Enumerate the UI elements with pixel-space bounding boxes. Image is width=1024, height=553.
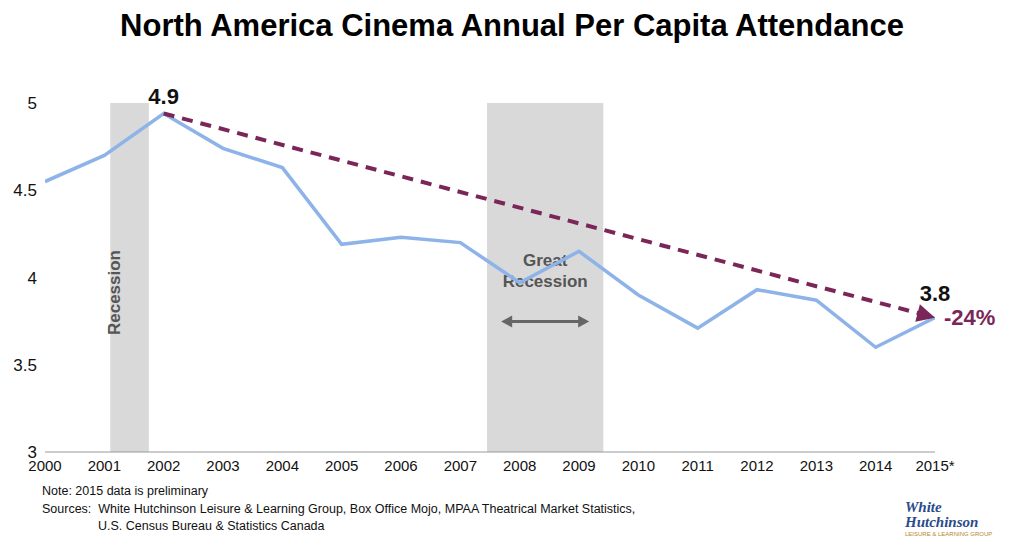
svg-text:2008: 2008 [503, 457, 536, 474]
html-text:LEISURE & LEARNING GROUP: LEISURE & LEARNING GROUP [905, 531, 993, 537]
html-text:Hutchinson: Hutchinson [905, 514, 979, 530]
svg-text:2006: 2006 [384, 457, 417, 474]
svg-text:4: 4 [28, 269, 37, 288]
svg-text:3.5: 3.5 [13, 356, 37, 375]
html-text:North America Cinema Annual Pe: North America Cinema Annual Per Capita A… [120, 8, 904, 43]
svg-text:4.9: 4.9 [148, 84, 179, 109]
html-text:Recession: Recession [502, 271, 588, 291]
svg-text:2002: 2002 [147, 457, 180, 474]
svg-text:2004: 2004 [266, 457, 299, 474]
svg-text:2012: 2012 [740, 457, 773, 474]
svg-text:Recession: Recession [105, 250, 124, 335]
svg-text:2001: 2001 [88, 457, 121, 474]
svg-text:-24%: -24% [944, 305, 995, 330]
html-text:Sources: White Hutchinson Leis: Sources: White Hutchinson Leisure & Lear… [42, 502, 636, 516]
html-text:White: White [905, 499, 942, 515]
html-text:Note: 2015 data is preliminary: Note: 2015 data is preliminary [42, 484, 209, 498]
svg-text:2011: 2011 [682, 457, 714, 474]
svg-text:3: 3 [28, 443, 37, 462]
html-text:U.S. Census Bureau & Statistic: U.S. Census Bureau & Statistics Canada [98, 519, 325, 533]
svg-text:2010: 2010 [622, 457, 655, 474]
svg-text:2009: 2009 [562, 457, 595, 474]
svg-text:2007: 2007 [444, 457, 477, 474]
svg-text:4.5: 4.5 [13, 181, 37, 200]
svg-text:2015*: 2015* [915, 457, 954, 474]
svg-text:2003: 2003 [206, 457, 239, 474]
svg-text:2000: 2000 [28, 456, 62, 474]
svg-text:2013: 2013 [800, 457, 833, 474]
svg-text:2014: 2014 [859, 457, 892, 474]
html-text:Great: Great [523, 250, 568, 270]
svg-text:2005: 2005 [325, 457, 358, 474]
svg-text:5: 5 [28, 94, 37, 113]
svg-text:3.8: 3.8 [920, 281, 951, 306]
